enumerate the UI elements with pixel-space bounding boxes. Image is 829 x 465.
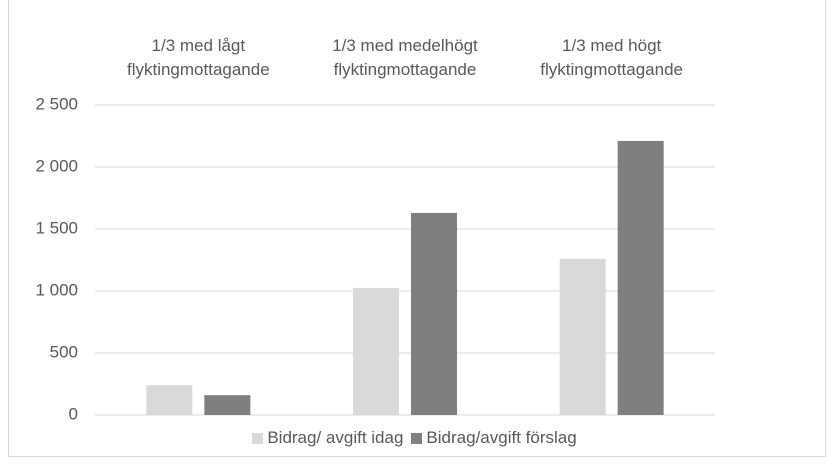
category-label: 1/3 med medelhögt flyktingmottagande: [332, 36, 478, 79]
legend-label: Bidrag/avgift förslag: [426, 428, 577, 447]
category-label: 1/3 med lågt flyktingmottagande: [126, 36, 270, 79]
y-tick-label: 0: [69, 404, 78, 423]
legend-item: Bidrag/ avgift idag: [252, 428, 403, 448]
legend-item: Bidrag/avgift förslag: [411, 428, 577, 448]
y-tick-label: 500: [50, 342, 78, 361]
bar: [559, 258, 606, 415]
bar: [617, 140, 664, 415]
bar: [146, 385, 193, 415]
bar: [411, 212, 457, 415]
y-tick-label: 1 500: [35, 218, 78, 237]
category-label: 1/3 med högt flyktingmottagande: [540, 36, 683, 79]
chart-frame: [8, 0, 826, 457]
y-tick-label: 2 500: [35, 94, 78, 113]
legend-label: Bidrag/ avgift idag: [267, 428, 404, 447]
y-tick-label: 2 000: [35, 156, 78, 175]
legend-swatch: [411, 432, 423, 444]
y-tick-label: 1 000: [35, 280, 78, 299]
bar: [353, 287, 399, 415]
bar: [204, 395, 251, 415]
legend-swatch: [252, 432, 264, 444]
legend: Bidrag/ avgift idag Bidrag/avgift förslag: [0, 428, 829, 448]
